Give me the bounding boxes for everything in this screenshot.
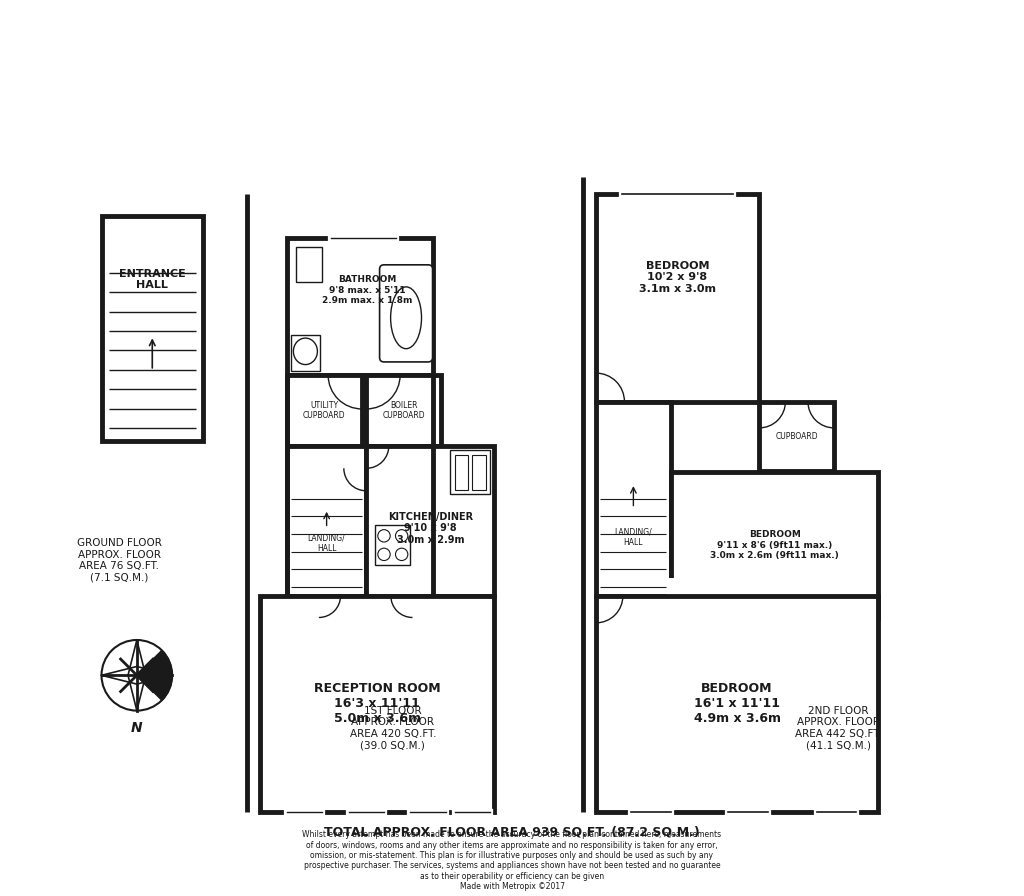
Circle shape xyxy=(125,663,150,687)
Text: BEDROOM
16'1 x 11'11
4.9m x 3.6m: BEDROOM 16'1 x 11'11 4.9m x 3.6m xyxy=(693,683,780,726)
Text: BEDROOM
10'2 x 9'8
3.1m x 3.0m: BEDROOM 10'2 x 9'8 3.1m x 3.0m xyxy=(639,261,716,294)
Bar xyxy=(455,454,468,490)
Text: CUPBOARD: CUPBOARD xyxy=(775,432,818,441)
Circle shape xyxy=(395,548,408,561)
Text: BEDROOM
9'11 x 8'6 (9ft11 max.)
3.0m x 2.6m (9ft11 max.): BEDROOM 9'11 x 8'6 (9ft11 max.) 3.0m x 2… xyxy=(711,530,839,560)
Text: KITCHEN/DINER
9'10 x 9'8
3.0m x 2.9m: KITCHEN/DINER 9'10 x 9'8 3.0m x 2.9m xyxy=(388,512,473,545)
Ellipse shape xyxy=(377,461,398,486)
Text: ENTRANCE
HALL: ENTRANCE HALL xyxy=(119,269,185,290)
Text: N: N xyxy=(131,721,142,736)
Bar xyxy=(759,401,835,470)
Text: UTILITY
CUPBOARD: UTILITY CUPBOARD xyxy=(303,401,346,420)
Bar xyxy=(367,446,495,596)
Text: LANDING/
HALL: LANDING/ HALL xyxy=(614,528,652,547)
Bar xyxy=(596,194,759,401)
Bar xyxy=(296,247,323,282)
Text: GROUND FLOOR
APPROX. FLOOR
AREA 76 SQ.FT.
(7.1 SQ.M.): GROUND FLOOR APPROX. FLOOR AREA 76 SQ.FT… xyxy=(77,538,162,583)
Bar xyxy=(451,450,489,495)
Polygon shape xyxy=(137,650,172,701)
Text: TOTAL APPROX. FLOOR AREA 939 SQ.FT. (87.2 SQ.M.): TOTAL APPROX. FLOOR AREA 939 SQ.FT. (87.… xyxy=(325,826,699,839)
Bar xyxy=(287,375,361,446)
Text: RECEPTION ROOM
16'3 x 11'11
5.0m x 3.6m: RECEPTION ROOM 16'3 x 11'11 5.0m x 3.6m xyxy=(314,683,440,726)
Bar xyxy=(260,596,495,812)
Bar xyxy=(375,525,411,565)
Text: 2ND FLOOR
APPROX. FLOOR
AREA 442 SQ.FT.
(41.1 SQ.M.): 2ND FLOOR APPROX. FLOOR AREA 442 SQ.FT. … xyxy=(796,706,882,751)
Bar xyxy=(291,335,319,371)
Bar xyxy=(472,454,485,490)
Bar xyxy=(375,458,400,492)
Bar xyxy=(667,578,711,623)
Bar xyxy=(671,582,707,618)
Ellipse shape xyxy=(390,287,422,349)
Ellipse shape xyxy=(294,338,317,365)
Text: Whilst every attempt has been made to ensure the accuracy of the floor plan cont: Whilst every attempt has been made to en… xyxy=(302,831,722,892)
Text: BATHROOM
9'8 max. x 5'11
2.9m max. x 1.8m: BATHROOM 9'8 max. x 5'11 2.9m max. x 1.8… xyxy=(322,275,413,306)
Circle shape xyxy=(378,548,390,561)
Text: LANDING/
HALL: LANDING/ HALL xyxy=(308,534,345,553)
Bar xyxy=(101,216,203,442)
Bar xyxy=(287,446,367,596)
Circle shape xyxy=(395,530,408,542)
Bar xyxy=(367,446,441,496)
Text: 1ST FLOOR
APPROX. FLOOR
AREA 420 SQ.FT.
(39.0 SQ.M.): 1ST FLOOR APPROX. FLOOR AREA 420 SQ.FT. … xyxy=(349,706,436,751)
Bar xyxy=(367,375,441,446)
Bar xyxy=(596,401,671,596)
Text: BOILER
CUPBOARD: BOILER CUPBOARD xyxy=(383,401,425,420)
Bar xyxy=(671,472,879,618)
Bar xyxy=(287,238,432,375)
FancyBboxPatch shape xyxy=(380,265,432,362)
Circle shape xyxy=(378,530,390,542)
Bar xyxy=(596,596,879,812)
